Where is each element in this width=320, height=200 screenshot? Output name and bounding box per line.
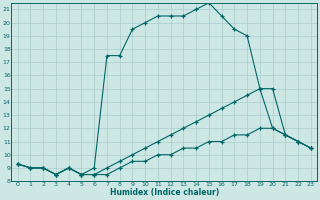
X-axis label: Humidex (Indice chaleur): Humidex (Indice chaleur) <box>110 188 219 197</box>
